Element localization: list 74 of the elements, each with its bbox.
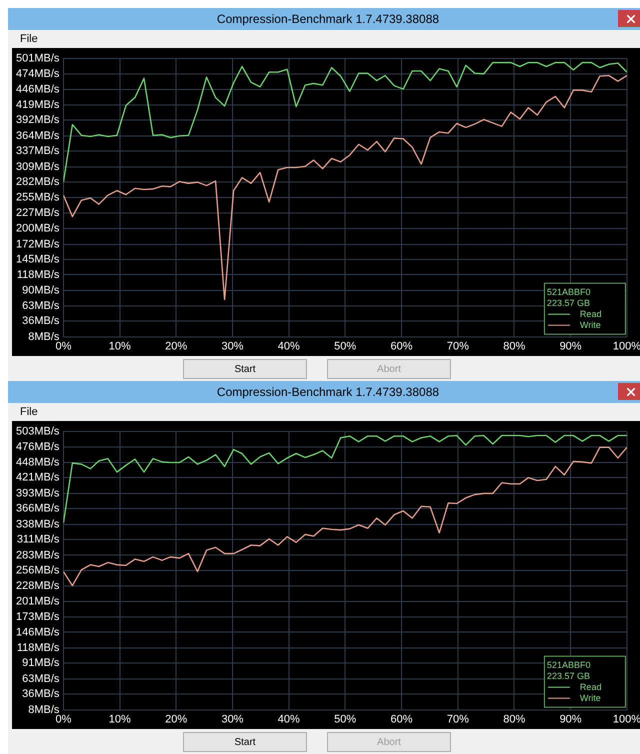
annotation: 223.57 GB <box>546 298 590 308</box>
text: Abort <box>327 359 451 379</box>
x-tick-label: 0% <box>55 340 72 352</box>
x-tick-label: 0% <box>55 713 72 726</box>
text: Abort <box>327 732 451 752</box>
chart-title: Compression-Benchmark 1.7.4739.38088 <box>216 12 440 26</box>
y-tick-label: 256MB/s <box>16 564 60 576</box>
y-tick-label: 201MB/s <box>16 595 60 608</box>
y-tick-label: 421MB/s <box>16 472 60 484</box>
x-tick-label: 60% <box>390 713 413 726</box>
x-tick-label: 70% <box>446 340 470 352</box>
y-tick-label: 172MB/s <box>16 238 60 250</box>
x-tick-label: 30% <box>221 713 244 726</box>
chart-title: Compression-Benchmark 1.7.4739.38088 <box>216 385 440 399</box>
y-tick-label: 474MB/s <box>16 68 60 80</box>
x-tick-label: 50% <box>334 340 356 352</box>
x-tick-label: 20% <box>165 713 188 726</box>
x-tick-label: 30% <box>221 340 244 352</box>
x-tick-label: 80% <box>503 340 526 352</box>
y-tick-label: 448MB/s <box>16 456 60 469</box>
legend-label: Write <box>580 320 601 330</box>
annotation: 521ABBF0 <box>546 286 590 297</box>
x-tick-label: 10% <box>108 340 131 352</box>
y-tick-label: 118MB/s <box>16 268 60 281</box>
y-tick-label: 145MB/s <box>16 254 60 266</box>
y-tick-label: 227MB/s <box>16 207 60 220</box>
text: File <box>19 32 39 47</box>
y-tick-label: 91MB/s <box>22 657 60 670</box>
y-tick-label: 63MB/s <box>22 672 60 685</box>
y-tick-label: 255MB/s <box>16 191 60 204</box>
x-tick-label: 90% <box>560 340 582 352</box>
text: Start <box>183 732 307 752</box>
x-tick-label: 10% <box>108 713 131 726</box>
y-tick-label: 364MB/s <box>16 130 60 142</box>
text: Start <box>183 359 307 379</box>
y-tick-label: 309MB/s <box>16 160 60 173</box>
legend-label: Read <box>580 308 602 319</box>
text: File <box>19 405 39 420</box>
y-tick-label: 393MB/s <box>16 487 60 500</box>
y-tick-label: 446MB/s <box>16 84 60 96</box>
x-tick-label: 20% <box>165 340 188 352</box>
y-tick-label: 366MB/s <box>16 502 60 515</box>
y-tick-label: 173MB/s <box>16 611 60 624</box>
x-tick-label: 40% <box>278 340 300 352</box>
y-tick-label: 36MB/s <box>22 315 60 328</box>
annotation: 223.57 GB <box>546 670 590 681</box>
y-tick-label: 311MB/s <box>16 534 60 546</box>
y-tick-label: 90MB/s <box>22 284 60 297</box>
x-tick-label: 60% <box>390 340 413 352</box>
legend-label: Write <box>580 692 601 703</box>
y-tick-label: 8MB/s <box>28 330 60 343</box>
y-tick-label: 146MB/s <box>16 626 60 638</box>
y-tick-label: 476MB/s <box>16 440 60 453</box>
y-tick-label: 200MB/s <box>16 222 60 234</box>
y-tick-label: 282MB/s <box>16 176 60 188</box>
annotation: 521ABBF0 <box>546 660 590 670</box>
y-tick-label: 8MB/s <box>28 704 60 716</box>
y-tick-label: 118MB/s <box>16 642 60 654</box>
y-tick-label: 36MB/s <box>22 688 60 700</box>
x-tick-label: 80% <box>503 713 526 726</box>
y-tick-label: 338MB/s <box>16 518 60 530</box>
y-tick-label: 501MB/s <box>16 52 60 65</box>
y-tick-label: 283MB/s <box>16 549 60 562</box>
x-tick-label: 90% <box>560 713 582 726</box>
legend-label: Read <box>580 682 602 692</box>
y-tick-label: 228MB/s <box>16 580 60 592</box>
x-tick-label: 70% <box>446 713 470 726</box>
y-tick-label: 392MB/s <box>16 114 60 126</box>
x-tick-label: 50% <box>334 713 356 726</box>
y-tick-label: 337MB/s <box>16 145 60 158</box>
y-tick-label: 419MB/s <box>16 98 60 111</box>
y-tick-label: 503MB/s <box>16 426 60 438</box>
x-tick-label: 40% <box>278 713 300 726</box>
y-tick-label: 63MB/s <box>22 300 60 312</box>
